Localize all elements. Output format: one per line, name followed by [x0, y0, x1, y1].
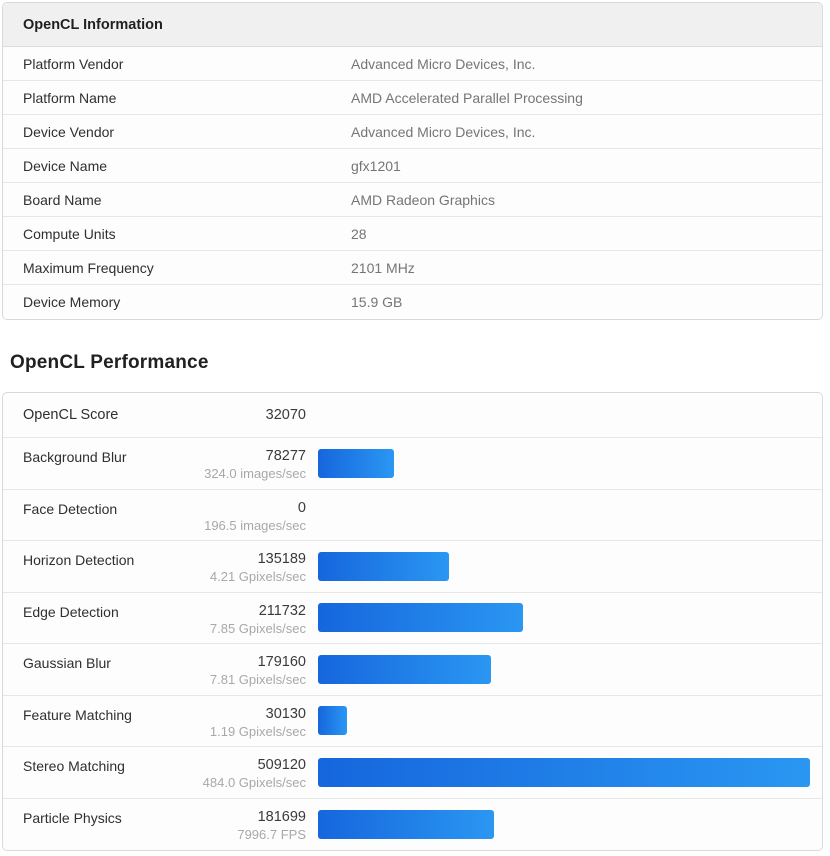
benchmark-score-bar: [318, 706, 348, 736]
benchmark-score-bar: [318, 809, 494, 839]
benchmark-rate: 4.21 Gpixels/sec: [209, 569, 306, 584]
benchmark-rate: 1.19 Gpixels/sec: [209, 723, 306, 739]
info-row-value: 2101 MHz: [351, 259, 415, 276]
opencl-information-card: OpenCL Information Platform Vendor Advan…: [2, 2, 823, 320]
benchmark-score-bar: [318, 654, 492, 684]
benchmark-row: Background Blur 78277 324.0 images/sec: [3, 438, 822, 490]
benchmark-name: Gaussian Blur: [23, 655, 111, 671]
benchmark-name: Feature Matching: [23, 706, 132, 723]
benchmark-bar-cell: [318, 593, 810, 644]
info-row-value: gfx1201: [351, 157, 401, 174]
opencl-score-label: OpenCL Score: [23, 407, 119, 423]
info-row-value: Advanced Micro Devices, Inc.: [351, 123, 536, 140]
info-table: Platform Vendor Advanced Micro Devices, …: [3, 47, 822, 319]
benchmark-score: 181699: [257, 808, 306, 825]
benchmark-score-bar: [318, 603, 523, 633]
info-row: Board Name AMD Radeon Graphics: [3, 183, 822, 217]
benchmark-score-block: 179160 7.81 Gpixels/sec: [183, 644, 306, 695]
benchmark-bar-cell: [318, 696, 810, 747]
info-row: Compute Units 28: [3, 217, 822, 251]
benchmark-rate: 196.5 images/sec: [204, 517, 306, 533]
benchmark-row: Particle Physics 181699 7996.7 FPS: [3, 799, 822, 851]
opencl-performance-card: OpenCL Score 32070 Background Blur 78277…: [2, 392, 823, 851]
benchmark-score: 78277: [265, 448, 306, 464]
benchmark-score-bar: [318, 448, 394, 478]
info-row-label: Device Vendor: [23, 123, 115, 140]
benchmark-score-block: 135189 4.21 Gpixels/sec: [183, 541, 306, 592]
benchmark-score-bar: [318, 551, 449, 581]
info-row-label: Device Memory: [23, 294, 121, 310]
benchmark-rate: 7.81 Gpixels/sec: [209, 672, 306, 687]
benchmark-row: Edge Detection 211732 7.85 Gpixels/sec: [3, 593, 822, 644]
info-row-value: AMD Accelerated Parallel Processing: [351, 89, 583, 106]
benchmark-score: 179160: [257, 654, 306, 670]
info-row: Platform Name AMD Accelerated Parallel P…: [3, 81, 822, 115]
benchmark-score-block: 509120 484.0 Gpixels/sec: [183, 747, 306, 798]
benchmark-rate: 7.85 Gpixels/sec: [209, 620, 306, 636]
benchmark-bar-cell: [318, 799, 810, 851]
benchmark-bar-cell: [318, 490, 810, 541]
benchmark-score-block: 181699 7996.7 FPS: [183, 799, 306, 851]
opencl-score-row: OpenCL Score 32070: [3, 393, 822, 438]
benchmark-score-block: 30130 1.19 Gpixels/sec: [183, 696, 306, 747]
benchmark-bar-cell: [318, 747, 810, 798]
info-row: Platform Vendor Advanced Micro Devices, …: [3, 47, 822, 81]
benchmark-score: 211732: [258, 602, 306, 619]
info-row-value: AMD Radeon Graphics: [351, 191, 495, 208]
benchmark-table: Background Blur 78277 324.0 images/sec F…: [3, 438, 822, 850]
benchmark-rate: 324.0 images/sec: [204, 466, 306, 481]
opencl-score-value: 32070: [265, 407, 306, 423]
benchmark-name: Edge Detection: [23, 603, 119, 620]
benchmark-name: Horizon Detection: [23, 552, 135, 568]
info-row: Device Memory 15.9 GB: [3, 285, 822, 319]
info-row-value: Advanced Micro Devices, Inc.: [351, 55, 536, 72]
benchmark-name: Particle Physics: [23, 809, 122, 826]
info-row-label: Device Name: [23, 157, 108, 174]
benchmark-bar-cell: [318, 438, 810, 489]
benchmark-rate: 484.0 Gpixels/sec: [202, 775, 306, 790]
benchmark-row: Stereo Matching 509120 484.0 Gpixels/sec: [3, 747, 822, 799]
benchmark-name: Face Detection: [23, 500, 118, 517]
benchmark-name: Background Blur: [23, 449, 127, 465]
performance-section-title: OpenCL Performance: [10, 352, 209, 373]
info-row-label: Compute Units: [23, 225, 116, 242]
info-row-label: Maximum Frequency: [23, 259, 154, 276]
info-row-value: 15.9 GB: [351, 294, 403, 310]
benchmark-rate: 7996.7 FPS: [237, 826, 306, 842]
info-row: Maximum Frequency 2101 MHz: [3, 251, 822, 285]
benchmark-score: 30130: [265, 705, 306, 722]
benchmark-bar-cell: [318, 541, 810, 592]
benchmark-row: Face Detection 0 196.5 images/sec: [3, 490, 822, 541]
benchmark-row: Gaussian Blur 179160 7.81 Gpixels/sec: [3, 644, 822, 696]
benchmark-bar-cell: [318, 644, 810, 695]
benchmark-score-block: 211732 7.85 Gpixels/sec: [183, 593, 306, 644]
info-row-label: Platform Name: [23, 89, 117, 106]
benchmark-score-block: 78277 324.0 images/sec: [183, 438, 306, 489]
info-row: Device Vendor Advanced Micro Devices, In…: [3, 115, 822, 149]
benchmark-name: Stereo Matching: [23, 758, 125, 774]
benchmark-score-bar: [318, 757, 810, 787]
info-row-value: 28: [351, 225, 367, 242]
benchmark-score-block: 0 196.5 images/sec: [183, 490, 306, 541]
benchmark-row: Horizon Detection 135189 4.21 Gpixels/se…: [3, 541, 822, 593]
benchmark-score: 0: [297, 499, 306, 516]
info-row-label: Board Name: [23, 191, 102, 208]
benchmark-score: 135189: [257, 551, 306, 567]
benchmark-row: Feature Matching 30130 1.19 Gpixels/sec: [3, 696, 822, 747]
info-row: Device Name gfx1201: [3, 149, 822, 183]
info-row-label: Platform Vendor: [23, 55, 124, 72]
benchmark-score: 509120: [257, 757, 306, 773]
info-card-title: OpenCL Information: [3, 3, 822, 47]
